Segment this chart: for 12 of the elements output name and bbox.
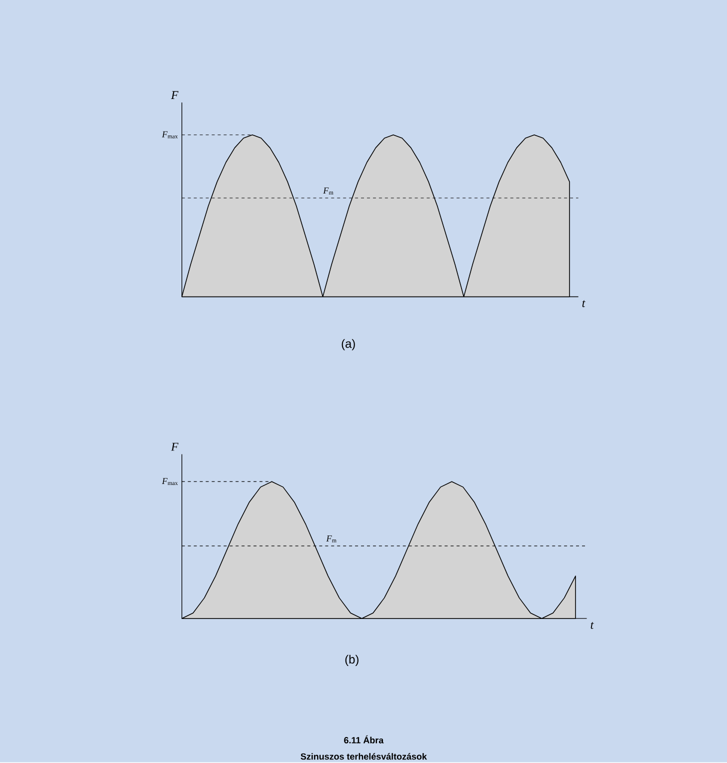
text: (a) [342, 339, 355, 350]
ref-line-label: F$_{m}$ [326, 536, 336, 542]
ref-line-label: F$_{max}$ [162, 131, 178, 138]
y-axis-title: F [170, 91, 178, 99]
x-axis-title: t [590, 622, 594, 629]
x-axis-title: t [582, 300, 586, 308]
ref-line-label: F$_{max}$ [162, 478, 178, 486]
y-axis-title: F [170, 442, 178, 451]
text: (b) [345, 654, 358, 666]
ref-line-label: F$_{m}$ [322, 188, 334, 194]
text: Szinuszos terhelésváltozások [300, 753, 427, 760]
text: 6.11 Ábra [344, 735, 384, 744]
